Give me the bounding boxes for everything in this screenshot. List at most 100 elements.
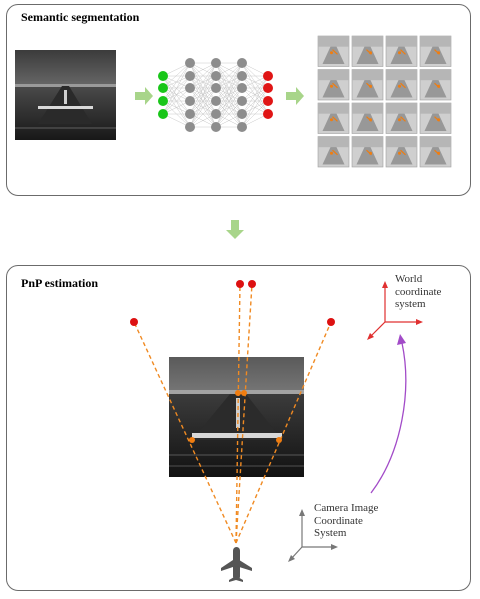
world-frame-line: system — [395, 298, 426, 310]
world-keypoint — [327, 318, 335, 326]
nn-edge — [215, 62, 243, 102]
nn-hidden-node — [237, 58, 247, 68]
nn-hidden-node — [211, 96, 221, 106]
nn-edge — [162, 75, 191, 115]
nn-input-node — [158, 109, 168, 119]
projection-ray — [235, 283, 253, 544]
nn-edge — [215, 62, 243, 89]
world-frame-line: coordinate — [395, 285, 442, 298]
segmentation-tile — [351, 136, 384, 168]
nn-edge — [241, 100, 269, 128]
image-keypoint — [235, 390, 241, 396]
nn-hidden-node — [185, 58, 195, 68]
segmentation-tile — [419, 136, 452, 168]
segmentation-tile — [419, 35, 452, 67]
segmentation-output-grid — [317, 35, 452, 168]
nn-input-node — [158, 71, 168, 81]
projection-ray — [235, 283, 241, 544]
segmentation-tile — [317, 136, 350, 168]
pnp-panel-title: PnP estimation — [21, 276, 98, 290]
projection-ray — [133, 321, 237, 544]
camera-frame-line: Coordinate — [314, 514, 363, 527]
nn-hidden-node — [211, 109, 221, 119]
image-keypoint — [276, 437, 282, 443]
nn-output-node — [263, 71, 273, 81]
nn-edge — [215, 75, 243, 128]
nn-hidden-node — [237, 71, 247, 81]
nn-edge — [241, 87, 269, 128]
nn-edge — [162, 62, 191, 102]
segmentation-tile — [351, 102, 384, 134]
nn-edge — [189, 62, 217, 102]
world-keypoint — [236, 280, 244, 288]
segmentation-tile — [351, 69, 384, 101]
segmentation-tile — [351, 35, 384, 67]
segmentation-tile — [419, 69, 452, 101]
nn-edge — [241, 75, 269, 128]
nn-edge — [162, 62, 191, 89]
segmentation-tile — [317, 69, 350, 101]
nn-input-node — [158, 96, 168, 106]
nn-hidden-node — [185, 122, 195, 132]
nn-edge — [241, 62, 269, 89]
camera-frame-line: Camera Image — [314, 502, 379, 514]
nn-edge — [241, 75, 269, 102]
nn-output-node — [263, 83, 273, 93]
nn-hidden-node — [211, 83, 221, 93]
nn-output-node — [263, 96, 273, 106]
segmentation-tile — [385, 102, 418, 134]
nn-hidden-node — [211, 58, 221, 68]
world-keypoint — [130, 318, 138, 326]
nn-edge — [189, 100, 217, 128]
world-frame-line: World — [395, 273, 423, 285]
nn-hidden-node — [237, 83, 247, 93]
nn-hidden-node — [237, 122, 247, 132]
nn-hidden-node — [237, 96, 247, 106]
nn-output-node — [263, 109, 273, 119]
projection-ray — [235, 321, 332, 544]
nn-hidden-node — [185, 96, 195, 106]
nn-edge — [215, 62, 243, 115]
nn-edge — [162, 62, 191, 115]
segmentation-tile — [317, 102, 350, 134]
nn-edge — [162, 87, 191, 115]
nn-edge — [162, 75, 191, 128]
nn-edge — [189, 75, 217, 128]
right-arrow-icon — [135, 87, 153, 105]
segmentation-panel-title: Semantic segmentation — [21, 10, 140, 24]
nn-edge — [189, 87, 217, 128]
nn-edge — [215, 87, 243, 128]
nn-edge — [189, 62, 217, 115]
nn-edge — [189, 62, 217, 89]
camera-frame-label: Camera Image Coordinate System — [314, 502, 378, 540]
down-arrow-icon — [226, 220, 244, 239]
segmentation-tile — [419, 102, 452, 134]
nn-input-node — [158, 83, 168, 93]
nn-hidden-node — [237, 109, 247, 119]
segmentation-tile — [317, 35, 350, 67]
nn-hidden-node — [185, 83, 195, 93]
nn-edge — [241, 75, 269, 115]
right-arrow-icon — [286, 87, 304, 105]
nn-hidden-node — [211, 122, 221, 132]
segmentation-tile — [385, 69, 418, 101]
neural-network-diagram — [158, 58, 273, 132]
image-keypoint — [241, 390, 247, 396]
nn-hidden-node — [185, 109, 195, 119]
camera-frame-line: System — [314, 527, 347, 539]
runway-input-image — [15, 50, 116, 140]
world-keypoint — [248, 280, 256, 288]
segmentation-tile — [385, 136, 418, 168]
nn-edge — [215, 100, 243, 128]
world-frame-label: World coordinate system — [395, 273, 441, 311]
nn-hidden-node — [185, 71, 195, 81]
image-keypoint — [189, 437, 195, 443]
nn-hidden-node — [211, 71, 221, 81]
segmentation-tile — [385, 35, 418, 67]
